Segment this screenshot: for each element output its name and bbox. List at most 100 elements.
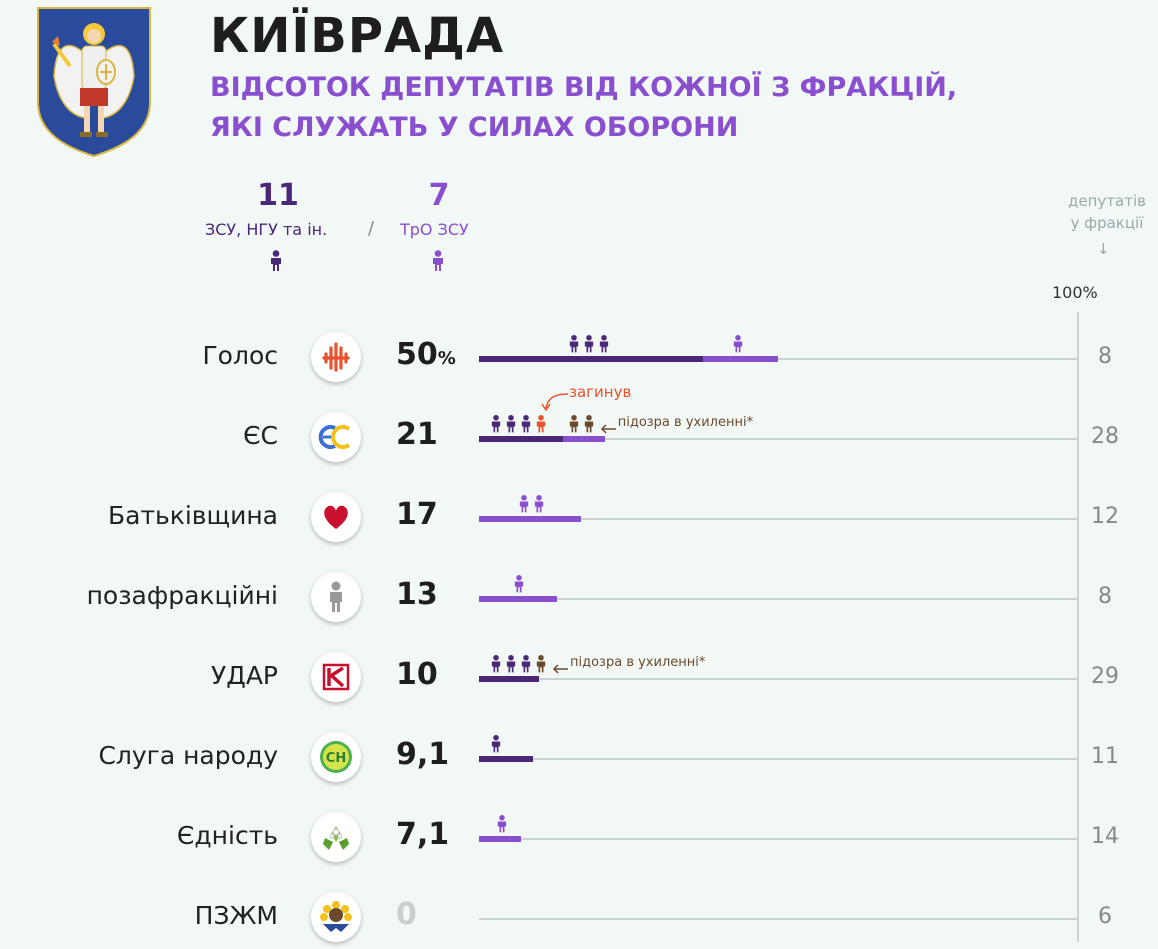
pct-value: 7,1	[396, 817, 449, 852]
bar-tro	[479, 596, 557, 602]
party-label: позафракційні	[86, 581, 278, 610]
chestnut-icon	[311, 812, 361, 862]
svg-text:СН: СН	[326, 751, 346, 766]
killed-arrow-icon	[540, 390, 570, 416]
legend-tro-count: 7	[428, 178, 450, 213]
axis-max-label: 100%	[1052, 283, 1098, 302]
party-label: Батьківщина	[107, 501, 278, 530]
suspect-arrow-icon	[552, 659, 568, 678]
zsu-person-icon	[491, 414, 501, 438]
legend-zsu-person-icon	[270, 250, 282, 276]
pct-number: 13	[396, 577, 438, 612]
zsu-person-icon	[506, 654, 516, 678]
suspect-person-icon	[584, 414, 594, 438]
kyiv-coat-of-arms-icon	[36, 6, 152, 158]
total-value: 8	[1098, 584, 1112, 609]
subtitle-line-1: ВІДСОТОК ДЕПУТАТІВ ВІД КОЖНОЇ З ФРАКЦІЙ,	[210, 72, 958, 103]
legend-zsu-label: ЗСУ, НГУ та ін.	[205, 220, 328, 239]
pct-value: 10	[396, 657, 438, 692]
pct-number: 50	[396, 337, 438, 372]
es-icon	[311, 412, 361, 462]
bar-tro	[479, 836, 522, 842]
pct-number: 7,1	[396, 817, 450, 852]
zsu-person-icon	[491, 734, 501, 758]
tro-person-icon	[497, 814, 507, 838]
zsu-person-icon	[569, 334, 579, 358]
pct-number: 10	[396, 657, 438, 692]
zsu-person-icon	[506, 414, 516, 438]
axis-100-line	[1077, 312, 1079, 942]
pct-number: 0	[396, 897, 417, 932]
zsu-person-icon	[491, 654, 501, 678]
pct-number: 9,1	[396, 737, 450, 772]
total-value: 8	[1098, 344, 1112, 369]
suspect-annotation: підозра в ухиленні*	[617, 415, 754, 430]
bar-tro	[562, 436, 605, 442]
pct-value: 21	[396, 417, 438, 452]
zsu-person-icon	[584, 334, 594, 358]
zsu-person-icon	[521, 414, 531, 438]
suspect-arrow-icon	[600, 419, 616, 438]
suspect-annotation: підозра в ухиленні*	[570, 655, 706, 670]
bar-tro	[703, 356, 778, 362]
zsu-person-icon	[521, 654, 531, 678]
pct-value: 17	[396, 497, 438, 532]
party-label: УДАР	[211, 661, 278, 690]
tro-person-icon	[534, 494, 544, 518]
heart-icon	[311, 492, 361, 542]
bar-tro	[479, 516, 581, 522]
bar-zsu	[479, 676, 539, 682]
bar-zsu	[479, 436, 563, 442]
pct-value: 0	[396, 897, 417, 932]
members-header-line-2: у фракції	[1070, 214, 1144, 232]
total-value: 11	[1091, 744, 1119, 769]
pct-number: 21	[396, 417, 438, 452]
bar-track	[479, 598, 1077, 600]
bar-track	[479, 678, 1077, 680]
party-label: Єдність	[176, 821, 278, 850]
page-title: КИЇВРАДА	[210, 8, 505, 64]
total-value: 28	[1091, 424, 1119, 449]
pct-value: 13	[396, 577, 438, 612]
party-label: ЄС	[243, 421, 278, 450]
killed-person-icon	[536, 414, 546, 438]
percent-symbol: %	[437, 348, 456, 369]
tro-person-icon	[733, 334, 743, 358]
total-value: 29	[1091, 664, 1119, 689]
bar-track	[479, 758, 1077, 760]
bar-track	[479, 518, 1077, 520]
killed-annotation: загинув	[569, 383, 632, 401]
party-label: Слуга народу	[98, 741, 278, 770]
members-header: депутатів у фракції	[1052, 190, 1158, 234]
suspect-person-icon	[569, 414, 579, 438]
tro-person-icon	[519, 494, 529, 518]
suspect-person-icon	[536, 654, 546, 678]
holos-icon	[311, 332, 361, 382]
sn-icon: СН	[311, 732, 361, 782]
zsu-person-icon	[599, 334, 609, 358]
total-value: 14	[1091, 824, 1119, 849]
party-label: Голос	[202, 341, 278, 370]
bar-zsu	[479, 356, 704, 362]
party-label: ПЗЖМ	[194, 901, 278, 930]
members-header-line-1: депутатів	[1068, 192, 1146, 210]
pct-number: 17	[396, 497, 438, 532]
pct-value: 50%	[396, 337, 456, 372]
subtitle-line-2: ЯКІ СЛУЖАТЬ У СИЛАХ ОБОРОНИ	[210, 112, 739, 143]
legend-separator: /	[368, 218, 375, 239]
bar-zsu	[479, 756, 534, 762]
bar-track	[479, 438, 1077, 440]
bar-track	[479, 918, 1077, 920]
bar-track	[479, 358, 1077, 360]
total-value: 6	[1098, 904, 1112, 929]
legend-tro-label: ТрО ЗСУ	[400, 220, 469, 239]
udar-icon	[311, 652, 361, 702]
legend-zsu-count: 11	[257, 178, 299, 213]
bar-track	[479, 838, 1077, 840]
pct-value: 9,1	[396, 737, 449, 772]
sunflower-icon	[311, 892, 361, 942]
down-arrow-icon: ↓	[1097, 240, 1110, 258]
total-value: 12	[1091, 504, 1119, 529]
person-icon	[311, 572, 361, 622]
legend-tro-person-icon	[432, 250, 444, 276]
